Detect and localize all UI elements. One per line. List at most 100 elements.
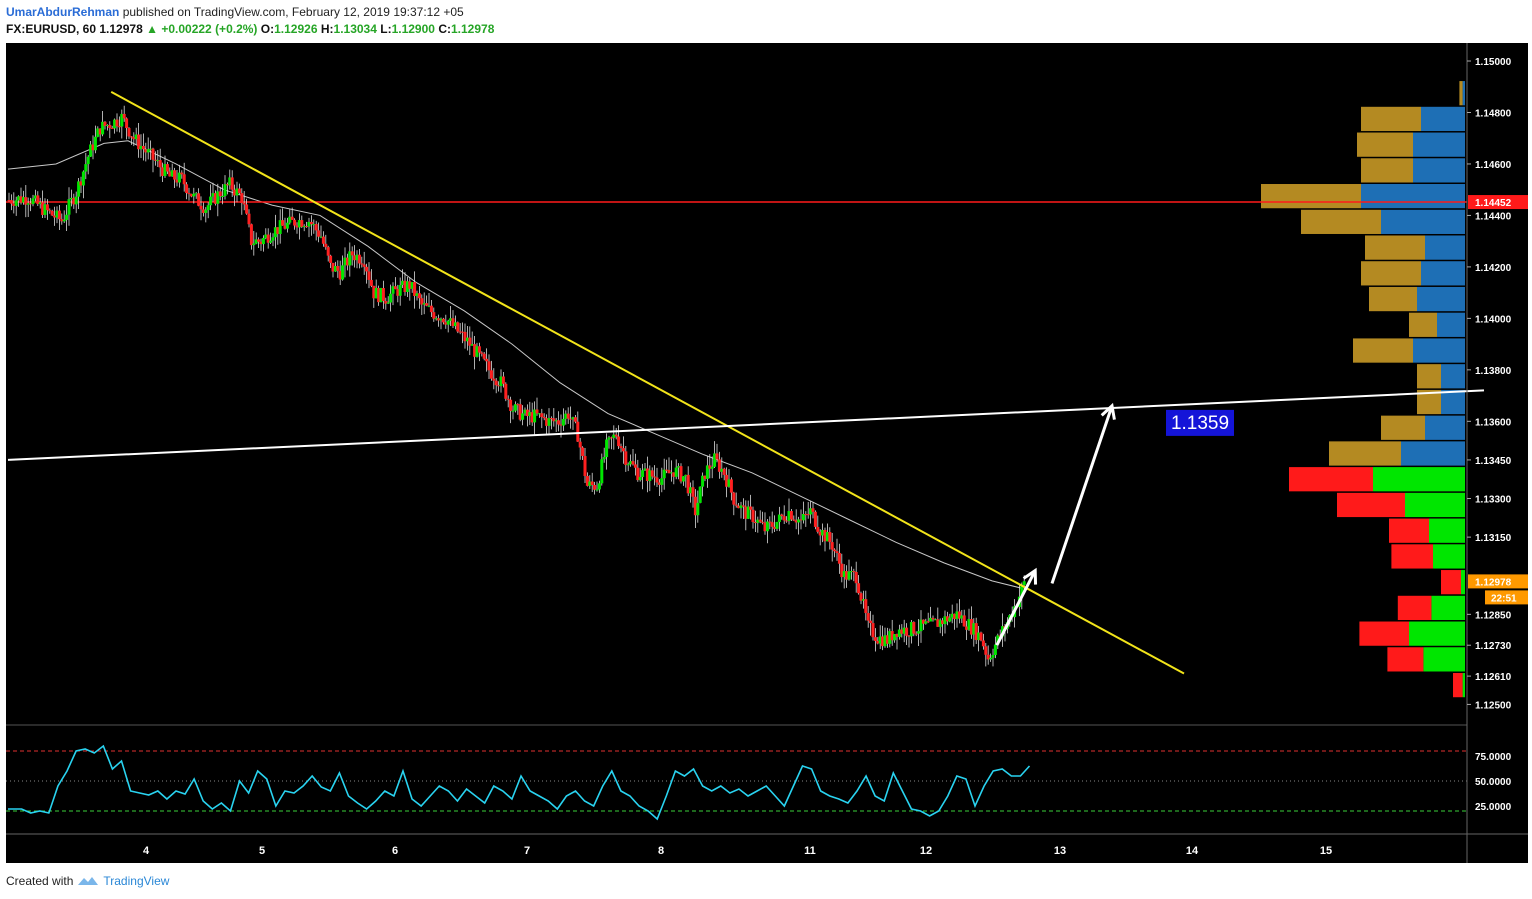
close-value: 1.12978 <box>450 22 495 36</box>
volume-profile-down-bar <box>1359 621 1409 646</box>
projection-arrow[interactable] <box>995 569 1037 646</box>
candle-body <box>840 563 844 578</box>
volume-profile-up-bar <box>1413 132 1465 157</box>
time-tick-label: 7 <box>524 845 530 857</box>
candle-body <box>463 331 467 342</box>
rsi-tick-label: 25.0000 <box>1475 802 1512 813</box>
tradingview-brand-link[interactable]: TradingView <box>103 874 170 888</box>
candle-body <box>101 121 105 135</box>
candle-body <box>609 437 613 439</box>
candle-body <box>50 210 54 216</box>
candle-body <box>576 421 580 442</box>
change-up-icon: ▲ <box>146 22 158 36</box>
countdown-label: 22:51 <box>1491 593 1517 604</box>
author-link[interactable]: UmarAbdurRehman <box>6 5 120 19</box>
candle-body <box>96 128 100 137</box>
candle-body <box>866 613 870 621</box>
change-value: +0.00222 (+0.2%) <box>161 22 258 36</box>
projection-arrow[interactable] <box>1050 405 1114 584</box>
candle-body <box>842 571 846 578</box>
candle-body <box>158 160 162 168</box>
volume-profile-down-bar <box>1361 106 1421 132</box>
rsi-tick-label: 50.0000 <box>1475 777 1512 788</box>
candle-body <box>185 184 189 194</box>
candle-body <box>187 193 191 195</box>
candle-body <box>499 376 503 387</box>
candle-body <box>492 378 496 381</box>
candle-body <box>845 571 849 580</box>
price-chart[interactable]: 1.15000 1.14800 1.14600 1.14400 1.14200 1.140… <box>6 43 1528 863</box>
candle-body <box>931 617 935 620</box>
candle-body <box>497 385 501 387</box>
volume-profile-up-bar <box>1441 389 1465 415</box>
countdown-badge <box>1485 590 1528 605</box>
candle-body <box>595 489 599 491</box>
volume-profile-up-bar <box>1462 672 1465 698</box>
candle-body <box>696 502 700 516</box>
candle-body <box>213 193 217 204</box>
volume-profile-down-bar <box>1459 81 1463 106</box>
candle-body <box>799 519 803 521</box>
downtrend-line[interactable] <box>110 91 1185 675</box>
candle-body <box>566 413 570 419</box>
candle-body <box>168 171 172 177</box>
low-label: L: <box>380 22 392 36</box>
candle-body <box>717 459 721 472</box>
candle-body <box>890 631 894 641</box>
candle-body <box>597 483 601 490</box>
candle-body <box>444 322 448 325</box>
price-tick-label: 1.13800 <box>1475 366 1512 377</box>
volume-profile-up-bar <box>1462 81 1465 106</box>
chart-background <box>6 43 1528 863</box>
candle-body <box>324 243 328 248</box>
candle-body <box>377 287 381 303</box>
volume-profile-up-bar <box>1433 544 1465 569</box>
candle-body <box>473 344 477 357</box>
candle-body <box>621 448 625 452</box>
candle-body <box>264 234 268 239</box>
candle-body <box>485 358 489 362</box>
candle-body <box>506 398 510 400</box>
candle-body <box>297 220 301 228</box>
candle-body <box>453 322 457 327</box>
target-label-box <box>1166 409 1234 436</box>
candle-body <box>329 255 333 263</box>
time-tick-label: 6 <box>392 845 398 857</box>
candle-body <box>218 191 222 197</box>
candle-body <box>336 266 340 271</box>
candle-body <box>1020 585 1024 597</box>
candle-body <box>14 200 18 206</box>
candle-body <box>921 619 925 624</box>
candle-body <box>170 170 174 177</box>
volume-profile-down-bar <box>1361 261 1421 286</box>
candle-body <box>62 219 66 222</box>
last-price: 1.12978 <box>99 22 143 36</box>
candle-body <box>295 225 299 228</box>
candle-body <box>765 521 769 532</box>
low-value: 1.12900 <box>391 22 435 36</box>
candle-body <box>792 519 796 521</box>
candle-body <box>477 346 481 353</box>
open-label: O: <box>260 22 275 36</box>
support-trend-line[interactable] <box>7 389 1485 461</box>
volume-profile-down-bar <box>1389 518 1429 543</box>
candle-body <box>288 216 292 223</box>
candle-body <box>727 479 731 487</box>
chart-area[interactable]: 1.15000 1.14800 1.14600 1.14400 1.14200 1.140… <box>6 43 1528 863</box>
candle-body <box>785 520 789 522</box>
candle-body <box>737 505 741 509</box>
candle-body <box>65 214 69 220</box>
candle-body <box>309 221 313 225</box>
candle-body <box>715 453 719 460</box>
candle-body <box>362 264 366 267</box>
candle-body <box>813 511 817 527</box>
candle-body <box>950 613 954 618</box>
volume-profile-down-bar <box>1301 209 1381 234</box>
candle-body <box>228 177 232 186</box>
time-tick-label: 11 <box>804 845 816 857</box>
candle-body <box>432 312 436 319</box>
candle-body <box>177 172 181 183</box>
price-tick-label: 1.14400 <box>1475 211 1512 222</box>
candle-body <box>573 417 577 422</box>
volume-profile-down-bar <box>1365 235 1425 260</box>
